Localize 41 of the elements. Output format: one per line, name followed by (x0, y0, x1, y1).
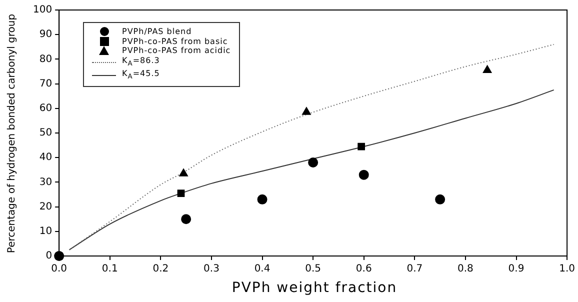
line-series (68, 89, 554, 250)
point (181, 214, 192, 224)
point (177, 190, 185, 197)
legend-label: PVPh-co-PAS from acidic (122, 46, 231, 56)
x-tick-label: 0.1 (102, 264, 118, 275)
legend-label: PVPh-co-PAS from basic (122, 36, 228, 46)
line-series (68, 44, 554, 250)
x-tick-label: 1.0 (559, 264, 575, 275)
y-tick-label: 0 (46, 250, 52, 262)
legend-label: K$_{A}$=45.5 (122, 68, 160, 82)
y-tick-label: 70 (39, 78, 52, 90)
y-tick-label: 30 (39, 176, 52, 188)
x-tick-label: 0.3 (204, 264, 220, 275)
y-tick-label: 100 (32, 4, 52, 16)
y-axis-title: Percentage of hydrogen bonded carbonyl group (6, 12, 18, 256)
x-tick-label: 0.0 (51, 264, 68, 275)
x-axis-title: PVPh weight fraction (230, 280, 398, 296)
y-tick-label: 50 (39, 128, 52, 139)
y-tick-label: 10 (39, 226, 52, 237)
point (302, 107, 311, 115)
x-tick-label: 0.8 (458, 264, 474, 275)
y-tick-label: 40 (39, 152, 52, 164)
y-tick-label: 60 (39, 102, 52, 114)
legend-label: PVPh/PAS blend (122, 27, 192, 36)
x-tick-label: 0.2 (152, 264, 169, 275)
legend-label: K$_{A}$=86.3 (122, 56, 160, 69)
y-tick-label: 90 (39, 29, 52, 40)
point (179, 168, 188, 176)
point (358, 142, 366, 150)
point (482, 65, 492, 74)
point (257, 194, 268, 204)
x-tick-label: 0.4 (254, 264, 270, 275)
point (358, 170, 369, 180)
x-tick-label: 0.5 (305, 264, 322, 275)
x-tick-label: 0.6 (356, 264, 372, 275)
point (308, 158, 318, 168)
y-tick-label: 80 (39, 54, 52, 65)
x-tick-label: 0.7 (406, 264, 423, 275)
y-tick-label: 20 (39, 201, 52, 212)
x-tick-label: 0.9 (508, 264, 524, 275)
point (435, 194, 446, 204)
